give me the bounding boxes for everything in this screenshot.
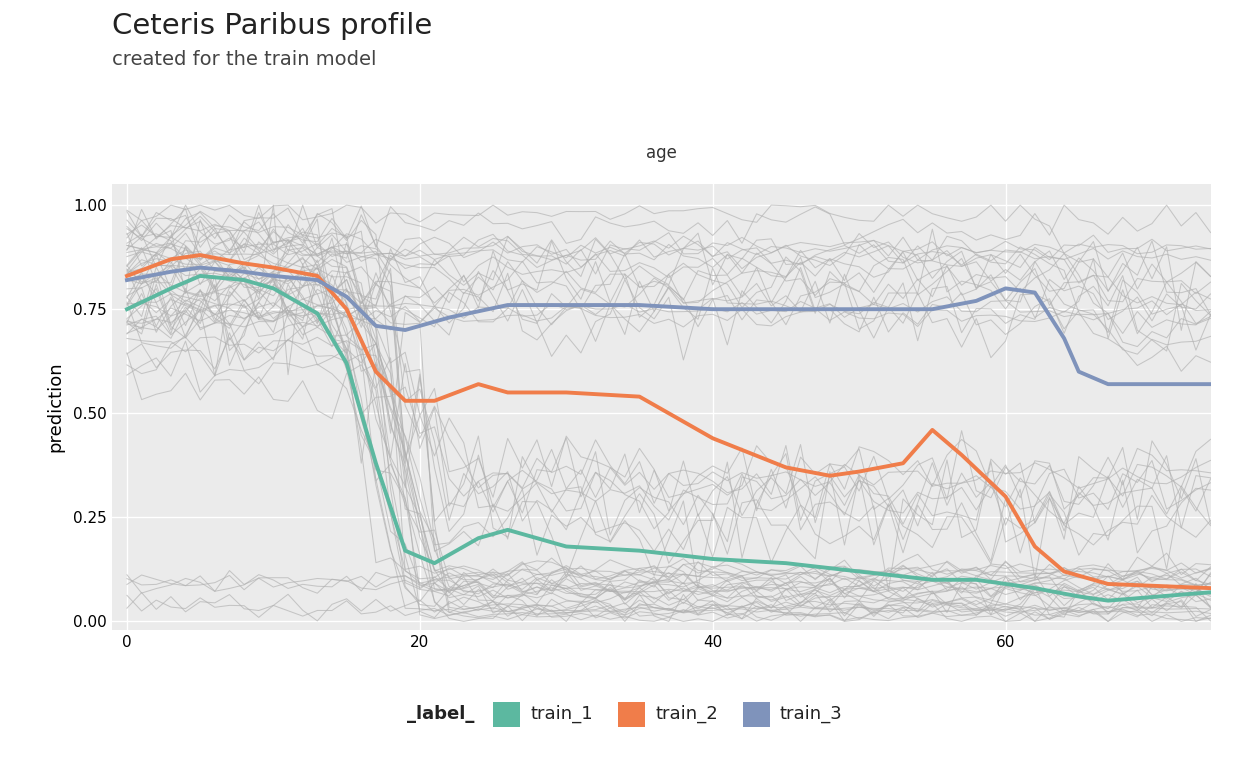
Text: created for the train model: created for the train model xyxy=(112,50,377,69)
Y-axis label: prediction: prediction xyxy=(46,362,65,452)
Text: age: age xyxy=(646,144,676,162)
Text: Ceteris Paribus profile: Ceteris Paribus profile xyxy=(112,12,433,39)
Text: _label_: _label_ xyxy=(407,705,474,723)
Text: train_2: train_2 xyxy=(655,705,718,723)
Text: train_1: train_1 xyxy=(530,705,593,723)
Text: train_3: train_3 xyxy=(780,705,842,723)
